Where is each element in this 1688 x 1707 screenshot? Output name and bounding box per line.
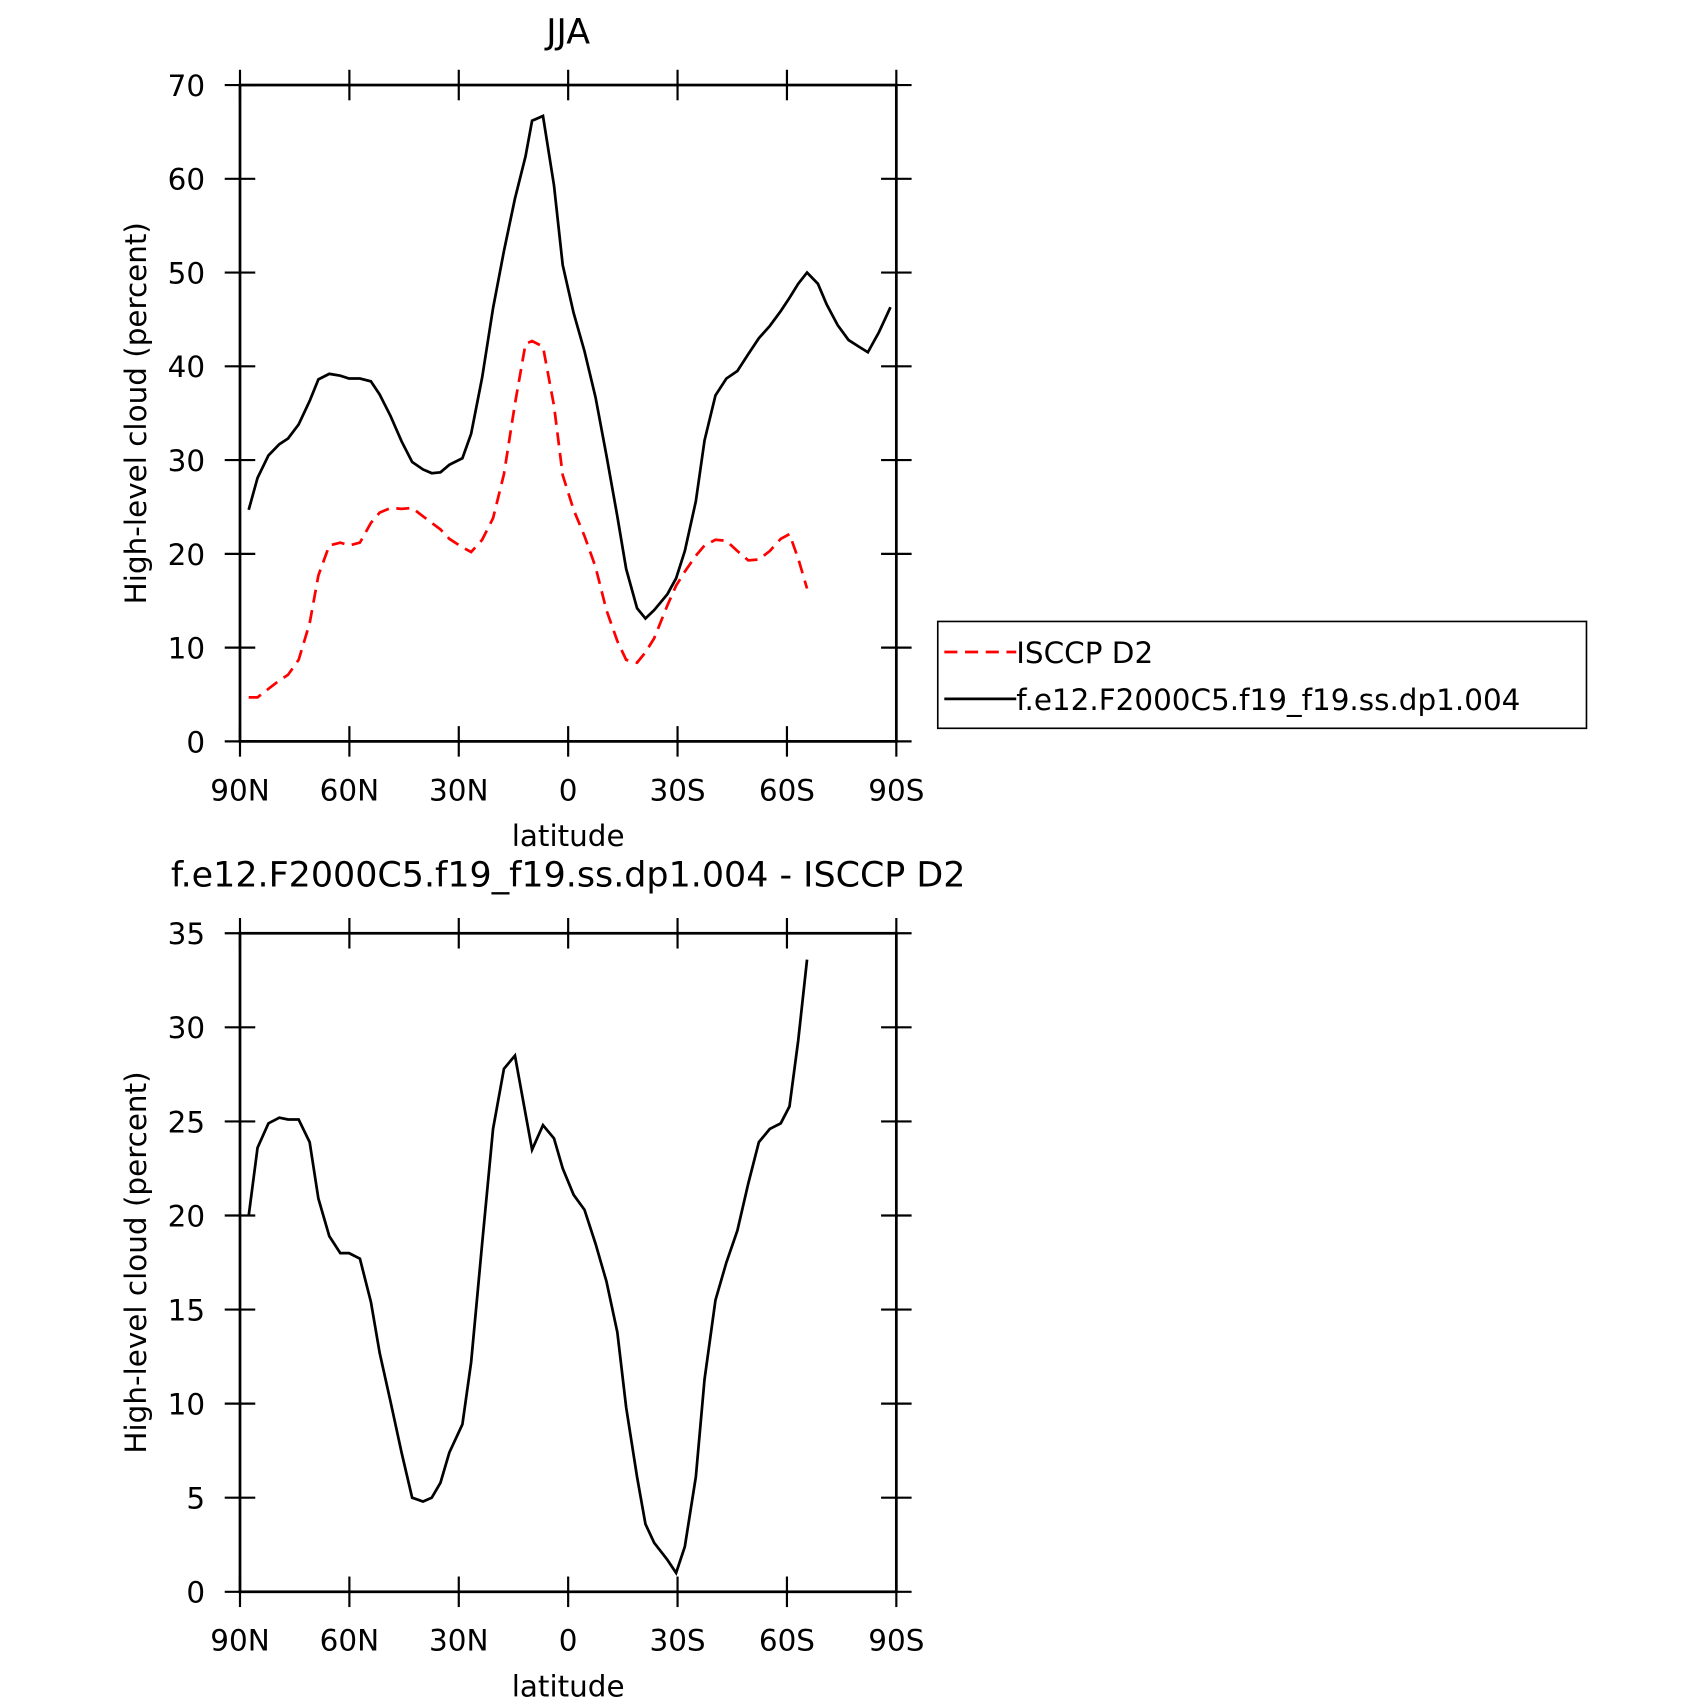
x-tick-label: 60N (320, 773, 379, 807)
series-line (247, 114, 892, 621)
x-tick-label: 30N (429, 1624, 488, 1658)
y-tick-label: 0 (186, 725, 205, 759)
x-tick-label: 60N (320, 1624, 379, 1658)
x-tick-label: 0 (559, 1624, 578, 1658)
y-tick-label: 15 (168, 1293, 205, 1327)
legend-label: f.e12.F2000C5.f19_f19.ss.dp1.004 (1016, 683, 1520, 717)
x-tick-label: 0 (559, 773, 578, 807)
legend: ISCCP D2 f.e12.F2000C5.f19_f19.ss.dp1.004 (936, 620, 1588, 730)
y-tick-label: 35 (168, 917, 205, 951)
y-tick-label: 30 (168, 444, 205, 478)
y-tick-label: 10 (168, 632, 205, 666)
x-axis-label: latitude (512, 819, 625, 853)
x-tick-label: 30N (429, 773, 488, 807)
y-tick-label: 20 (168, 1199, 205, 1233)
legend-label: ISCCP D2 (1016, 636, 1153, 670)
y-tick-label: 10 (168, 1388, 205, 1422)
chart-title: f.e12.F2000C5.f19_f19.ss.dp1.004 - ISCCP… (171, 855, 966, 895)
y-axis-label: High-level cloud (percent) (119, 222, 153, 604)
x-tick-label: 30S (649, 1624, 705, 1658)
y-tick-label: 5 (186, 1482, 205, 1516)
y-tick-label: 60 (168, 163, 205, 197)
y-axis-label: High-level cloud (percent) (119, 1071, 153, 1453)
legend-box (936, 620, 1588, 730)
y-tick-label: 20 (168, 538, 205, 572)
series-line (248, 339, 809, 699)
x-tick-label: 60S (759, 773, 815, 807)
y-tick-label: 50 (168, 256, 205, 290)
x-tick-label: 60S (759, 1624, 815, 1658)
series-line (247, 959, 809, 1577)
x-tick-label: 30S (649, 773, 705, 807)
y-tick-label: 70 (168, 69, 205, 103)
x-tick-label: 90S (868, 773, 924, 807)
x-tick-label: 90N (210, 773, 269, 807)
y-tick-label: 30 (168, 1011, 205, 1045)
plot-frame (238, 83, 898, 743)
chart-title: JJA (544, 13, 590, 53)
x-tick-label: 90S (868, 1624, 924, 1658)
y-tick-label: 0 (186, 1576, 205, 1610)
x-axis-label: latitude (512, 1669, 625, 1703)
x-tick-label: 90N (210, 1624, 269, 1658)
y-tick-label: 25 (168, 1105, 205, 1139)
y-tick-label: 40 (168, 350, 205, 384)
